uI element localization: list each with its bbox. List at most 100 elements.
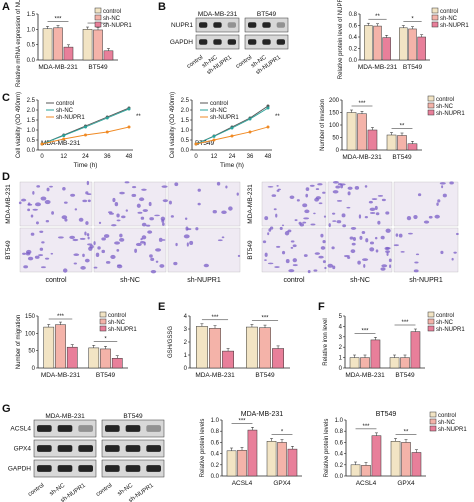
cell bbox=[134, 248, 138, 253]
y-tick-label: 100 bbox=[329, 123, 340, 129]
cell bbox=[124, 181, 130, 184]
cell bbox=[49, 185, 53, 188]
blot-band bbox=[276, 22, 285, 28]
bar bbox=[370, 339, 381, 369]
cell bbox=[385, 228, 391, 233]
blot-band bbox=[262, 22, 271, 28]
cell bbox=[389, 264, 392, 269]
y-tick-label: 200 bbox=[329, 98, 340, 104]
cell bbox=[347, 186, 353, 190]
western-blot: MDA-MB-231 BT549NUPR1GAPDHcontrolsh-NCsh-… bbox=[170, 11, 289, 76]
cell bbox=[292, 244, 297, 248]
cell bbox=[236, 192, 239, 196]
cell bbox=[112, 197, 116, 203]
cell bbox=[114, 202, 119, 207]
blot-cell-label: MDA-MB-231 bbox=[45, 413, 85, 420]
cell bbox=[288, 269, 295, 273]
legend-label: control bbox=[56, 101, 74, 107]
legend-label: control bbox=[108, 313, 126, 319]
cell bbox=[149, 254, 153, 258]
legend-label: sh-NUPR1 bbox=[438, 427, 467, 433]
cell bbox=[267, 232, 270, 236]
cell bbox=[116, 219, 121, 222]
x-tick-label: MDA-MB-231 bbox=[195, 372, 235, 379]
cell bbox=[388, 258, 392, 263]
blot-band bbox=[78, 425, 93, 432]
blot-row-label: GAPDH bbox=[8, 466, 31, 473]
bar bbox=[63, 46, 74, 61]
cell bbox=[39, 247, 44, 251]
cell bbox=[148, 201, 152, 207]
significance-label: ** bbox=[404, 429, 409, 435]
bar bbox=[397, 135, 407, 151]
cell bbox=[322, 191, 326, 194]
y-tick-label: 2.5 bbox=[27, 98, 36, 104]
cell bbox=[386, 252, 389, 257]
data-point bbox=[248, 117, 252, 121]
cell bbox=[57, 236, 64, 239]
cell bbox=[73, 262, 77, 265]
y-tick-label: 1.5 bbox=[27, 118, 36, 124]
data-point bbox=[105, 130, 109, 134]
cell bbox=[119, 237, 125, 242]
legend-swatch bbox=[427, 318, 435, 325]
cell bbox=[212, 209, 217, 214]
blot-cell-label: MDA-MB-231 bbox=[198, 11, 238, 18]
significance-label: *** bbox=[238, 418, 246, 424]
blot-band bbox=[213, 39, 222, 45]
significance-label: *** bbox=[361, 328, 369, 334]
cell bbox=[34, 255, 40, 259]
cell bbox=[41, 241, 45, 244]
cell bbox=[340, 184, 344, 189]
y-tick-label: 4 bbox=[184, 314, 188, 320]
cell bbox=[32, 208, 38, 211]
cell bbox=[364, 185, 368, 188]
cell bbox=[161, 219, 165, 223]
cell bbox=[324, 266, 327, 270]
cell bbox=[140, 241, 145, 244]
y-tick-label: 0.8 bbox=[211, 429, 220, 435]
x-tick-label: GPX4 bbox=[397, 480, 415, 487]
cell bbox=[335, 185, 341, 189]
y-axis-label: Relative protein level of NUPR1 bbox=[338, 0, 344, 79]
y-tick-label: 0.5 bbox=[27, 138, 36, 144]
cell bbox=[262, 240, 267, 244]
data-point bbox=[127, 125, 131, 129]
legend-label: control bbox=[436, 97, 454, 103]
cell bbox=[296, 199, 300, 202]
cell bbox=[352, 236, 356, 242]
cell bbox=[342, 224, 347, 228]
x-axis-label: Time (h) bbox=[74, 162, 98, 169]
cell bbox=[98, 221, 102, 225]
cell bbox=[26, 249, 32, 255]
cell bbox=[368, 200, 373, 204]
significance-label: *** bbox=[401, 320, 409, 326]
cell bbox=[380, 235, 385, 240]
y-tick-label: 0.6 bbox=[335, 440, 344, 446]
cell bbox=[225, 185, 228, 189]
cell bbox=[62, 268, 68, 273]
cell bbox=[346, 206, 351, 209]
blot-band bbox=[227, 39, 236, 45]
cell bbox=[80, 266, 86, 270]
cell bbox=[269, 226, 274, 230]
blot-band bbox=[146, 465, 161, 472]
y-tick-label: 0.0 bbox=[335, 474, 344, 480]
cell bbox=[331, 246, 335, 250]
cell bbox=[203, 263, 210, 268]
x-tick-label: 0 bbox=[40, 154, 44, 160]
micrograph-row-label: MDA-MB-231 bbox=[247, 184, 254, 224]
y-axis-label: Relative mRNA expression of NUPR1 bbox=[16, 0, 22, 87]
blot-lane-label: control bbox=[235, 55, 253, 70]
bar bbox=[401, 442, 411, 477]
cell bbox=[114, 241, 121, 245]
cell bbox=[428, 215, 433, 219]
cell bbox=[125, 209, 128, 212]
cell bbox=[84, 231, 87, 236]
blot-band bbox=[125, 445, 141, 452]
y-tick-label: 0.0 bbox=[349, 58, 358, 64]
